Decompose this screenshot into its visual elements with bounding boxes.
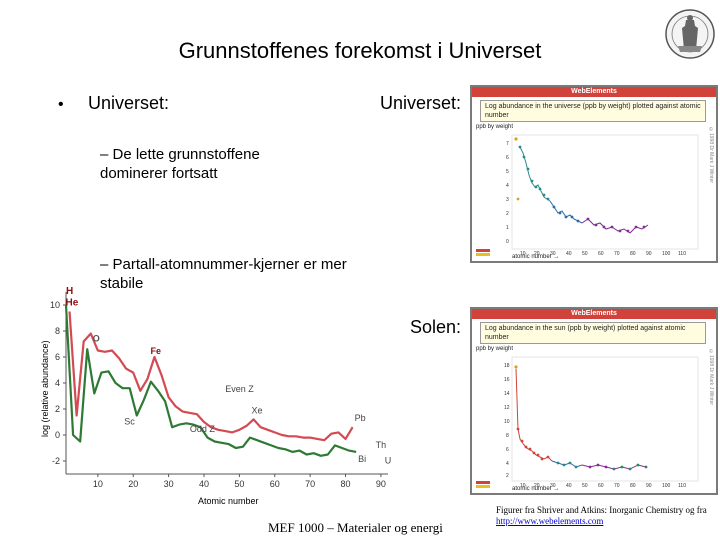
bullet-dot: •: [58, 96, 64, 113]
abundance-plot: -2 0 2 4 6 8 10 10 20 30 40 50 60 70 80 90 HHe O Fe Even Z S…: [50, 286, 392, 489]
webelements-header: WebElements: [472, 309, 716, 319]
svg-text:2: 2: [506, 473, 509, 479]
webelements-xlabel: atomic number →: [512, 254, 560, 260]
svg-text:12: 12: [504, 405, 510, 411]
webelements-description: Log abundance in the sun (ppb by weight)…: [480, 322, 706, 344]
annotation-he: He: [66, 298, 79, 309]
abundance-chart: log (relative abundance) Atomic number -…: [38, 284, 398, 512]
slide-title: Grunnstoffenes forekomst i Universet: [178, 38, 542, 63]
x-tick-label: 50: [234, 479, 244, 489]
svg-text:70: 70: [614, 251, 620, 257]
x-tick-label: 80: [341, 479, 351, 489]
svg-text:5: 5: [506, 169, 509, 175]
series-odd-z-line: [64, 304, 357, 457]
svg-text:100: 100: [662, 251, 671, 257]
webelements-sun-plot: 18 16 14 12 10 8 6 4 2 10 20 30 40 50 60 70 80 90 10…: [476, 356, 699, 489]
svg-text:8: 8: [506, 433, 509, 439]
credit-link[interactable]: http://www.webelements.com: [496, 516, 604, 526]
svg-text:110: 110: [678, 251, 686, 257]
svg-text:3: 3: [506, 197, 509, 203]
y-tick-label: 6: [55, 352, 60, 362]
webelements-description: Log abundance in the universe (ppb by we…: [480, 100, 706, 122]
annotation-h: H: [66, 286, 73, 297]
webelements-sun-chart: WebElements Log abundance in the sun (pp…: [470, 307, 718, 495]
svg-text:7: 7: [506, 141, 509, 147]
y-tick-label: 10: [50, 300, 60, 310]
x-tick-label: 20: [128, 479, 138, 489]
svg-text:2: 2: [506, 211, 509, 217]
annotation-o: O: [93, 334, 100, 344]
annotation-th: Th: [376, 440, 387, 450]
svg-text:18: 18: [504, 363, 510, 369]
x-tick-label: 30: [164, 479, 174, 489]
webelements-xlabel: atomic number →: [512, 486, 560, 492]
x-tick-label: 10: [93, 479, 103, 489]
annotation-u: U: [385, 456, 392, 466]
svg-text:16: 16: [504, 377, 510, 383]
svg-text:30: 30: [550, 483, 556, 489]
svg-text:70: 70: [614, 483, 620, 489]
webelements-copyright: ©1998 Dr Mark J Winter: [708, 349, 714, 406]
svg-text:10: 10: [520, 251, 526, 257]
svg-text:80: 80: [630, 251, 636, 257]
y-tick-label: -2: [52, 456, 60, 466]
svg-text:110: 110: [678, 483, 686, 489]
label-sun: Solen:: [410, 317, 462, 337]
footer-course: MEF 1000 – Materialer og energi: [268, 520, 443, 535]
svg-text:10: 10: [504, 419, 510, 425]
y-tick-label: 8: [55, 326, 60, 336]
annotation-bi: Bi: [358, 454, 366, 464]
svg-text:14: 14: [504, 391, 510, 397]
svg-text:60: 60: [598, 483, 604, 489]
svg-text:6: 6: [506, 155, 509, 161]
svg-text:90: 90: [646, 251, 652, 257]
y-tick-label: 2: [55, 404, 60, 414]
webelements-universe-plot: 765 432 10 10 20 30 40 50 60 70 80 90 100 110: [476, 134, 699, 257]
y-tick-label: 4: [55, 378, 60, 388]
webelements-copyright: ©1998 Dr Mark J Winter: [708, 127, 714, 184]
label-universe: Universet:: [380, 93, 462, 113]
annotation-even-z: Even Z: [225, 384, 254, 394]
svg-text:20: 20: [534, 483, 540, 489]
svg-text:50: 50: [582, 483, 588, 489]
webelements-ylabel: ppb by weight: [476, 124, 514, 130]
annotation-xe: Xe: [252, 405, 263, 415]
chart-xlabel: Atomic number: [198, 496, 259, 506]
svg-text:4: 4: [506, 461, 509, 467]
figure-credit: Figurer fra Shriver and Atkins: Inorgani…: [496, 505, 716, 527]
svg-text:30: 30: [550, 251, 556, 257]
x-tick-label: 90: [376, 479, 386, 489]
annotation-fe: Fe: [150, 346, 161, 356]
annotation-sc: Sc: [124, 417, 135, 427]
svg-text:100: 100: [662, 483, 671, 489]
svg-text:20: 20: [534, 251, 540, 257]
credit-text: Figurer fra Shriver and Atkins: Inorgani…: [496, 505, 707, 515]
webelements-ylabel: ppb by weight: [476, 346, 514, 352]
sub-bullet-even-nuclei: – Partall-atomnummer-kjerner er mer stab…: [100, 256, 347, 292]
x-tick-label: 60: [270, 479, 280, 489]
svg-text:4: 4: [506, 183, 509, 189]
svg-text:0: 0: [506, 239, 509, 245]
webelements-universe-chart: WebElements Log abundance in the univers…: [470, 85, 718, 263]
svg-text:10: 10: [520, 483, 526, 489]
webelements-header: WebElements: [472, 87, 716, 97]
x-tick-label: 40: [199, 479, 209, 489]
svg-text:40: 40: [566, 483, 572, 489]
annotation-odd-z: Odd Z: [190, 424, 216, 434]
university-seal-icon: [665, 9, 715, 59]
series-even-z-line: [68, 311, 354, 442]
svg-text:60: 60: [598, 251, 604, 257]
svg-text:90: 90: [646, 483, 652, 489]
svg-text:1: 1: [506, 225, 509, 231]
annotation-pb: Pb: [355, 413, 366, 423]
y-tick-label: 0: [55, 430, 60, 440]
x-tick-label: 70: [305, 479, 315, 489]
svg-text:50: 50: [582, 251, 588, 257]
sub-bullet-light-elements: – De lette grunnstoffene dominerer forts…: [100, 146, 260, 182]
svg-text:40: 40: [566, 251, 572, 257]
svg-text:6: 6: [506, 447, 509, 453]
svg-text:80: 80: [630, 483, 636, 489]
bullet-universe: Universet:: [88, 93, 170, 113]
